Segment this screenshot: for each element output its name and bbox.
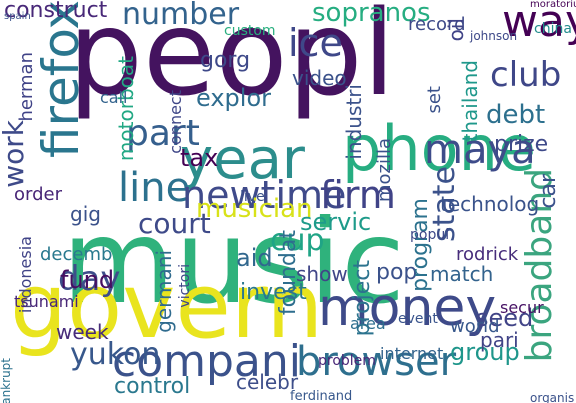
cloud-word: musician <box>196 194 313 224</box>
cloud-word: connect <box>166 90 185 154</box>
cloud-word: decemb <box>40 244 113 265</box>
cloud-word: firefox <box>32 0 90 158</box>
cloud-word: bankrupt <box>0 358 13 403</box>
cloud-word: live <box>240 189 265 205</box>
cloud-word: prize <box>494 132 549 157</box>
cloud-word: control <box>114 374 191 399</box>
cloud-word: problem <box>318 353 376 369</box>
cloud-word: club <box>490 55 562 95</box>
cloud-word: area <box>350 314 386 333</box>
cloud-word: yukon <box>70 337 161 372</box>
cloud-word: herman <box>16 52 37 122</box>
cloud-word: peopl <box>68 0 396 122</box>
cloud-word: foundat <box>276 230 301 316</box>
cloud-word: popul <box>410 227 450 243</box>
cloud-word: ferdinand <box>290 389 353 403</box>
cloud-word: servic <box>300 208 372 236</box>
cloud-word: motorboat <box>114 56 138 162</box>
cloud-word: tax <box>180 144 219 172</box>
cloud-word: money <box>318 278 497 338</box>
cloud-word: explor <box>196 84 271 112</box>
cloud-word: cup <box>270 223 325 258</box>
cloud-word: world <box>450 316 500 337</box>
cloud-word: video <box>292 66 347 90</box>
cloud-word: victori <box>177 264 193 308</box>
cloud-word: spain <box>4 11 31 22</box>
cloud-word: part <box>126 113 200 154</box>
cloud-word: seed <box>476 304 534 332</box>
cloud-word: maya <box>424 127 536 173</box>
cloud-word: internet <box>380 344 444 363</box>
cloud-word: germani <box>152 250 176 333</box>
cloud-word: newtime <box>182 173 347 217</box>
cloud-word: invest <box>240 280 307 305</box>
cloud-word: court <box>138 207 211 240</box>
cloud-word: custom <box>224 23 276 39</box>
cloud-word: secur <box>500 298 544 317</box>
cloud-word: thailand <box>458 60 482 142</box>
cloud-word: gorg <box>200 48 251 73</box>
cloud-word: tsunami <box>14 292 79 311</box>
cloud-word: rodrick <box>456 244 519 265</box>
cloud-word: program <box>408 198 433 292</box>
cloud-word: industri <box>342 84 366 160</box>
cloud-word: johnson <box>470 29 518 43</box>
cloud-word: compani <box>112 336 301 387</box>
cloud-word: set <box>424 86 445 114</box>
cloud-word: call <box>100 88 128 107</box>
cloud-word: music <box>62 195 405 330</box>
cloud-word: organis <box>530 391 575 403</box>
cloud-word: record <box>408 14 466 35</box>
cloud-word: moratorium <box>530 0 576 10</box>
cloud-word: year <box>180 127 305 192</box>
cloud-word: gig <box>70 202 101 226</box>
cloud-word: line <box>118 165 191 211</box>
cloud-word: event <box>398 311 438 327</box>
cloud-word: mozilla <box>374 138 395 203</box>
cloud-word: day <box>58 259 121 299</box>
cloud-word: celebr <box>236 370 299 394</box>
cloud-word: order <box>14 184 62 205</box>
cloud-word: ice <box>288 21 343 65</box>
cloud-word: week <box>56 320 109 344</box>
cloud-word: group <box>450 338 520 366</box>
cloud-word: china <box>534 21 572 37</box>
cloud-word: match <box>430 262 494 286</box>
cloud-word: oil <box>444 18 468 42</box>
cloud-word: way <box>502 0 576 47</box>
cloud-word: construct <box>4 0 108 23</box>
cloud-word: firm <box>320 173 396 217</box>
cloud-word: car <box>536 174 561 209</box>
cloud-word: debt <box>486 100 546 130</box>
cloud-word: pari <box>480 328 519 352</box>
cloud-word: phone <box>342 112 537 185</box>
cloud-word: show <box>296 262 348 286</box>
cloud-word: sopranos <box>312 0 431 28</box>
cloud-word: aid <box>236 244 273 272</box>
cloud-word: browser <box>296 339 457 385</box>
cloud-word: technolog <box>440 192 540 216</box>
cloud-word: govern <box>10 254 324 359</box>
cloud-word: pop <box>376 260 418 285</box>
cloud-word: fund <box>60 266 115 294</box>
cloud-word: number <box>122 0 240 32</box>
cloud-word: work <box>0 120 30 188</box>
